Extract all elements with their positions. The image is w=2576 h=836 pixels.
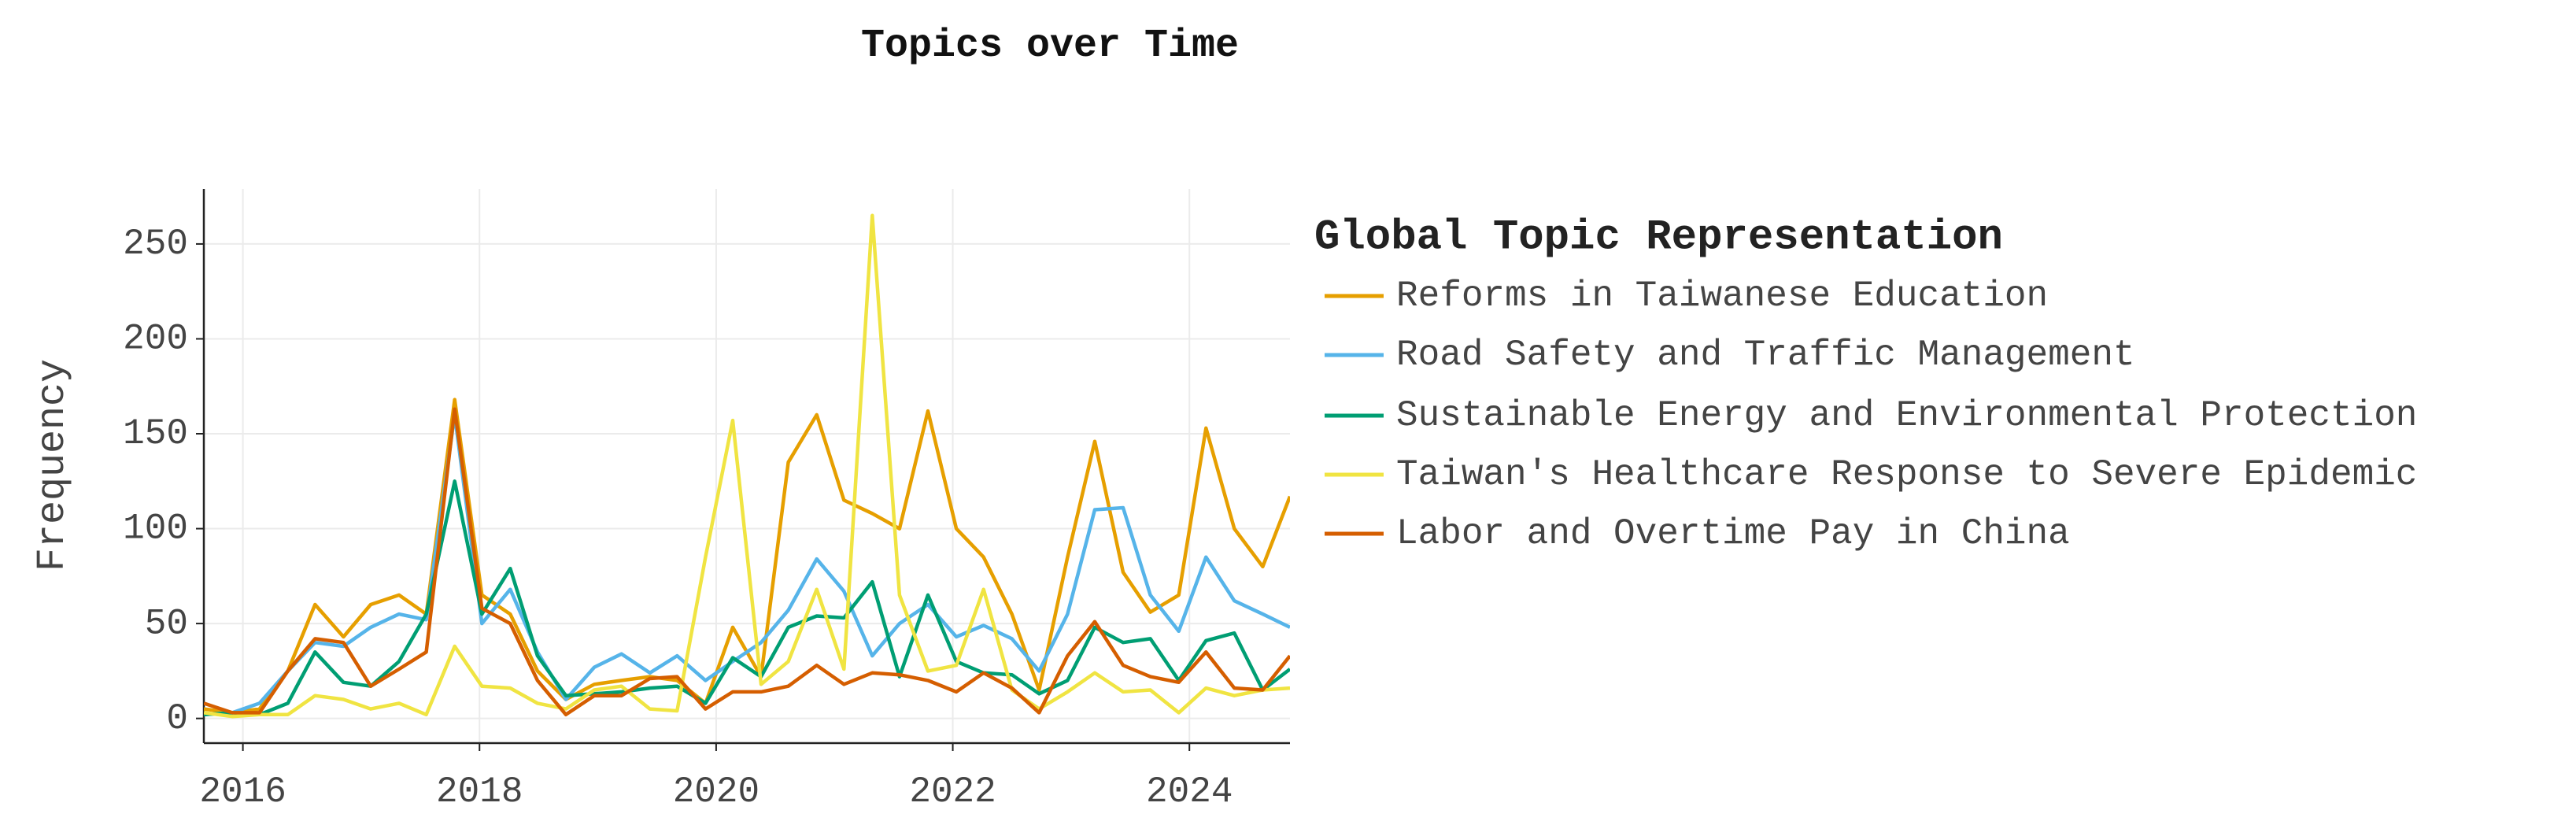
series-line [204, 479, 1290, 717]
x-tick-label: 2020 [673, 771, 759, 812]
x-tick-label: 2022 [909, 771, 996, 812]
plot-area [204, 213, 1290, 719]
y-tick-label: 250 [123, 224, 188, 264]
y-axis-label: Frequency [31, 359, 76, 572]
legend-label: Taiwan's Healthcare Response to Severe E… [1396, 454, 2417, 495]
y-tick-label: 100 [123, 509, 188, 549]
chart-title: Topics over Time [861, 24, 1239, 68]
x-tick-label: 2024 [1146, 771, 1233, 812]
legend-label: Road Safety and Traffic Management [1396, 335, 2135, 375]
legend-title: Global Topic Representation [1314, 213, 2003, 261]
legend-label: Reforms in Taiwanese Education [1396, 276, 2048, 316]
y-tick-label: 150 [123, 413, 188, 454]
legend-label: Sustainable Energy and Environmental Pro… [1396, 395, 2417, 436]
series-line [204, 407, 1290, 717]
legend-label: Labor and Overtime Pay in China [1396, 513, 2070, 554]
series-line [204, 213, 1290, 719]
series-line [204, 412, 1290, 717]
x-tick-label: 2016 [199, 771, 286, 812]
y-tick-label: 0 [166, 698, 188, 739]
y-tick-label: 50 [145, 603, 188, 644]
y-tick-label: 200 [123, 319, 188, 360]
x-tick-label: 2018 [436, 771, 523, 812]
